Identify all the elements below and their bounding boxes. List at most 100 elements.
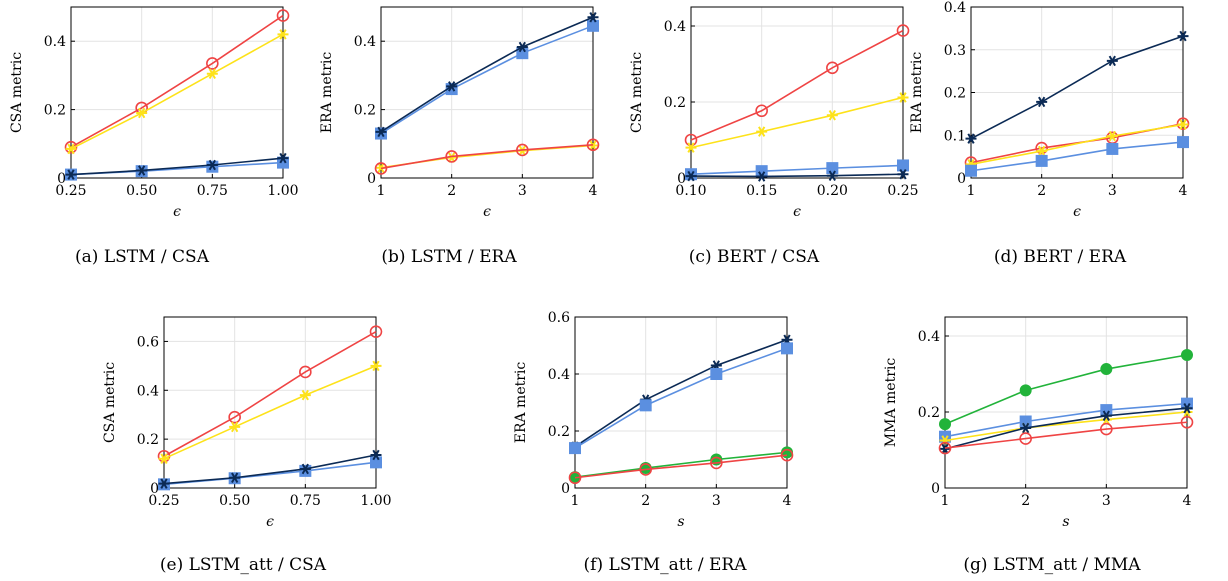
- plot-frame: [380, 6, 594, 179]
- x-tick-label: 3: [1102, 493, 1111, 509]
- data-point-star: [229, 472, 241, 484]
- y-tick-label: 0: [561, 481, 570, 497]
- y-tick-label: 0.6: [137, 334, 159, 350]
- x-tick-label: 1: [941, 493, 950, 509]
- plot-frame: [70, 6, 284, 179]
- data-point-square: [826, 162, 839, 175]
- x-tick-label: 2: [1021, 493, 1030, 509]
- data-point-star: [939, 435, 951, 446]
- data-point-star: [277, 29, 289, 40]
- y-tick-label: 0.1: [944, 128, 966, 144]
- series-line: [163, 330, 377, 457]
- data-point-star: [939, 443, 951, 455]
- y-tick-label: 0.4: [137, 383, 159, 399]
- y-tick-label: 0: [957, 171, 966, 187]
- x-tick-label: 0.75: [197, 183, 228, 199]
- x-tick-label: 0.20: [817, 183, 848, 199]
- data-point-circle: [568, 471, 582, 485]
- y-tick-label: 0.2: [354, 103, 376, 119]
- y-tick-label: 0.4: [664, 19, 686, 35]
- data-point-dot: [1181, 349, 1193, 361]
- x-tick-label: 4: [589, 183, 598, 199]
- data-point-star: [206, 68, 218, 79]
- series-line: [163, 454, 377, 485]
- data-point-star: [136, 107, 148, 119]
- data-point-circle: [1035, 141, 1048, 155]
- data-point-circle: [896, 24, 910, 37]
- subfigure-caption: (c) BERT / CSA: [689, 247, 820, 267]
- y-axis-label: ERA metric: [909, 52, 925, 134]
- x-axis-label: ϵ: [173, 204, 181, 220]
- data-point-square: [1019, 415, 1032, 428]
- y-tick-label: 0: [367, 171, 376, 187]
- data-point-circle: [938, 441, 952, 455]
- data-point-star: [375, 126, 387, 138]
- y-tick-label: 0.2: [944, 86, 966, 102]
- chart-panel-3: 1 2 3 4 0 0.1 0.2 0.3 0.4 ϵ ERA metric (d) BERT / E…: [909, 0, 1190, 267]
- data-point-circle: [445, 150, 458, 163]
- y-tick-label: 0.4: [44, 34, 66, 50]
- data-point-star: [1100, 410, 1112, 422]
- subfigure-caption: (e) LSTM_att / CSA: [160, 555, 327, 575]
- data-point-square: [1106, 142, 1119, 155]
- series-line: [690, 164, 904, 175]
- x-tick-label: 2: [641, 493, 650, 509]
- subfigure-caption: (b) LSTM / ERA: [381, 247, 517, 267]
- data-point-circle: [206, 57, 219, 70]
- y-tick-label: 0.2: [44, 103, 66, 119]
- data-point-star: [710, 360, 722, 371]
- data-point-star: [1181, 402, 1193, 414]
- data-point-star: [206, 159, 218, 171]
- x-tick-label: 0.25: [887, 183, 918, 199]
- data-point-star: [1106, 130, 1118, 142]
- series-line: [944, 407, 1188, 450]
- series-line: [970, 35, 1184, 140]
- plot-frame: [944, 316, 1188, 489]
- x-tick-label: 1: [967, 183, 976, 199]
- subfigure-caption: (f) LSTM_att / ERA: [584, 555, 748, 575]
- subfigure-caption: (a) LSTM / CSA: [75, 247, 210, 267]
- data-point-star: [1036, 145, 1048, 157]
- data-point-star: [1036, 96, 1048, 108]
- data-point-star: [277, 152, 289, 164]
- series-line: [970, 123, 1184, 166]
- data-point-star: [65, 143, 77, 155]
- series-line: [574, 339, 788, 448]
- series-line: [70, 33, 284, 150]
- y-tick-label: 0.4: [944, 0, 966, 16]
- data-point-star: [826, 170, 838, 181]
- x-axis-label: ϵ: [793, 204, 801, 220]
- data-point-star: [136, 165, 148, 176]
- data-point-square: [1177, 136, 1189, 149]
- data-point-square: [370, 456, 382, 469]
- data-point-star: [516, 41, 528, 53]
- data-point-circle: [684, 133, 698, 147]
- data-point-star: [965, 159, 977, 170]
- subfigure-caption: (g) LSTM_att / MMA: [963, 555, 1141, 575]
- data-point-star: [685, 142, 697, 153]
- data-point-star: [446, 81, 458, 92]
- data-point-circle: [710, 456, 723, 470]
- y-tick-label: 0.4: [548, 367, 570, 383]
- data-point-dot: [1019, 384, 1032, 397]
- data-point-star: [370, 360, 382, 372]
- y-tick-label: 0.3: [944, 43, 966, 59]
- x-axis-label: s: [1062, 514, 1069, 530]
- data-point-square: [1100, 404, 1113, 417]
- series-line: [970, 141, 1184, 172]
- y-axis-label: ERA metric: [513, 362, 529, 444]
- y-axis-label: CSA metric: [9, 52, 25, 133]
- series-line: [70, 157, 284, 176]
- data-point-circle: [228, 410, 241, 424]
- series-line: [690, 29, 904, 141]
- data-point-circle: [1019, 432, 1032, 445]
- x-axis-label: ϵ: [483, 204, 491, 220]
- data-point-square: [1035, 154, 1048, 167]
- data-point-star: [1020, 422, 1032, 434]
- data-point-star: [756, 126, 768, 137]
- data-point-star: [158, 478, 170, 489]
- y-tick-label: 0.2: [548, 424, 570, 440]
- y-tick-label: 0.2: [664, 95, 686, 111]
- data-point-dot: [939, 418, 951, 431]
